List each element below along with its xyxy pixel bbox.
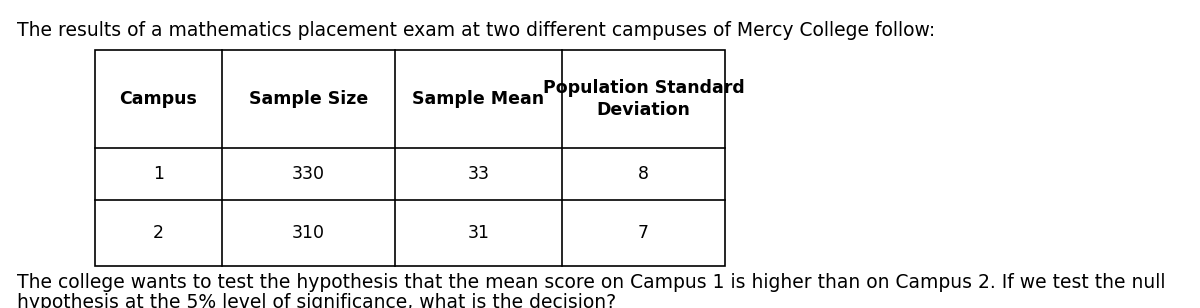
Text: The results of a mathematics placement exam at two different campuses of Mercy C: The results of a mathematics placement e… [17,21,935,40]
Text: 33: 33 [468,165,490,183]
Text: Population Standard: Population Standard [542,79,744,97]
Bar [95,50,725,266]
Text: The college wants to test the hypothesis that the mean score on Campus 1 is high: The college wants to test the hypothesis… [17,273,1165,292]
Text: Sample Mean: Sample Mean [413,90,545,108]
Text: 310: 310 [292,224,325,242]
Text: hypothesis at the 5% level of significance, what is the decision?: hypothesis at the 5% level of significan… [17,293,616,308]
Text: Campus: Campus [120,90,198,108]
Text: 7: 7 [638,224,649,242]
Text: 1: 1 [154,165,164,183]
Text: 330: 330 [292,165,325,183]
Text: Deviation: Deviation [596,101,690,119]
Text: 8: 8 [638,165,649,183]
Text: Sample Size: Sample Size [248,90,368,108]
Text: 2: 2 [154,224,164,242]
Text: 31: 31 [468,224,490,242]
